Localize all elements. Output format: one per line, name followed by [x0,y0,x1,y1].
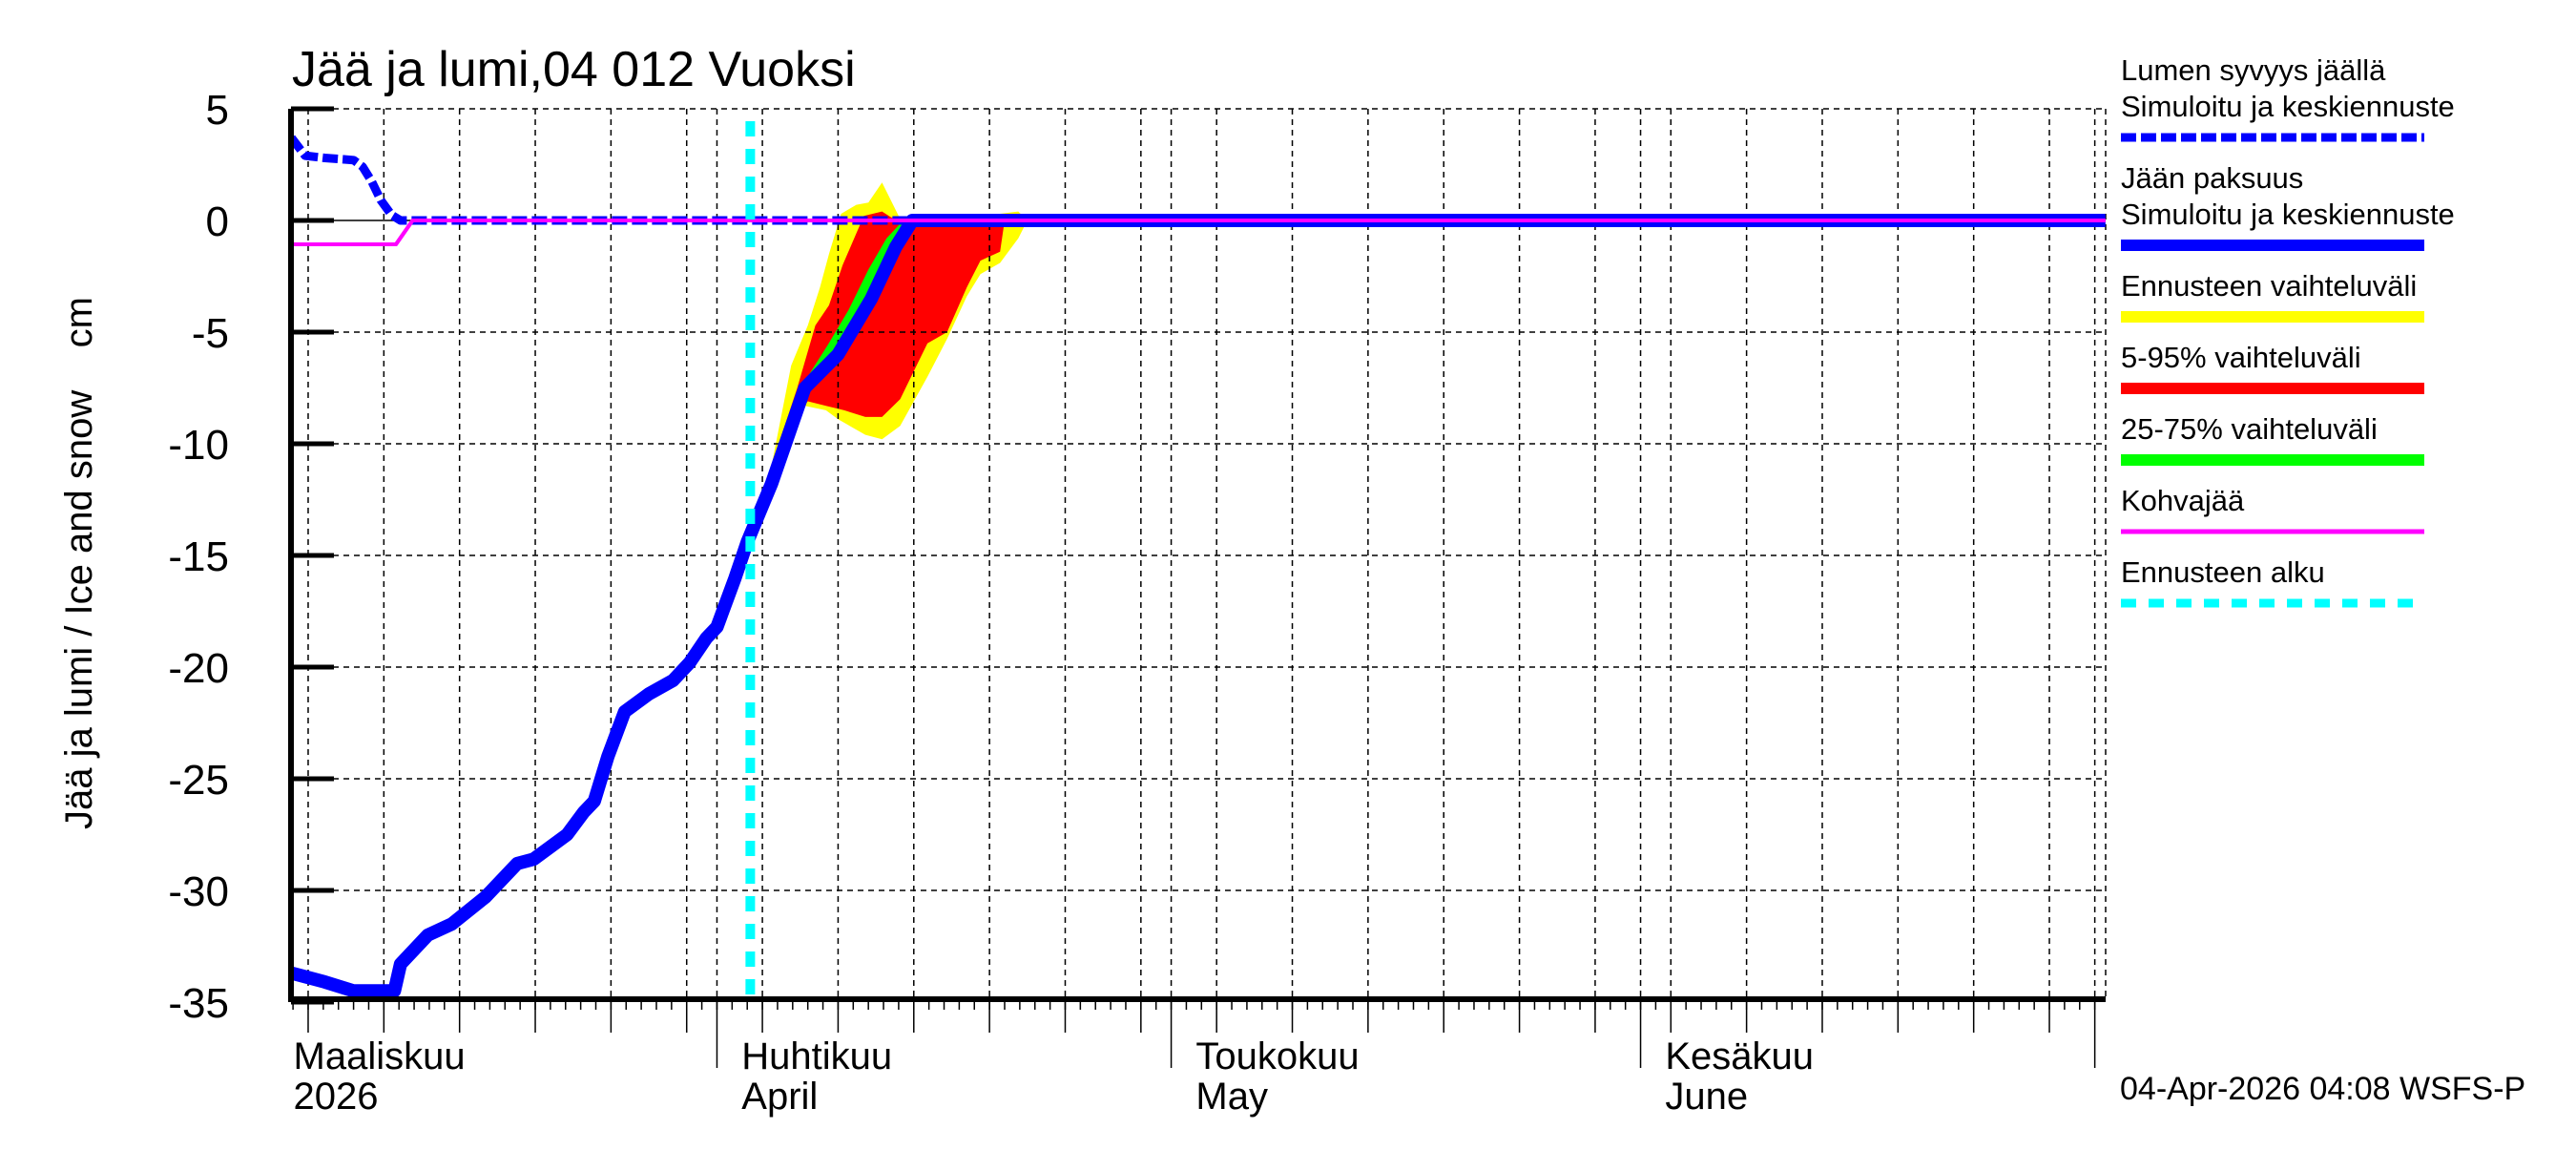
y-axis-label: Jää ja lumi / Ice and snow cm [58,297,100,829]
y-tick-label: -30 [168,868,229,915]
grid [291,108,2107,999]
y-tick-label: -15 [168,533,229,580]
legend-label-sub: Simuloitu ja keskiennuste [2121,90,2455,123]
month-label: Huhtikuu [741,1035,892,1077]
y-tick-label: -25 [168,757,229,804]
month-label-sub: June [1665,1076,1748,1118]
y-tick-label: 5 [206,87,229,134]
y-tick-label: 0 [206,199,229,245]
month-label-sub: April [741,1076,818,1118]
chart-title: Jää ja lumi,04 012 Vuoksi [292,42,856,97]
kohvajaa-line [291,219,2106,247]
band-ff0000 [750,211,1005,542]
month-label: Maaliskuu [294,1035,466,1077]
legend-label: Ennusteen vaihteluväli [2121,269,2417,303]
y-tick-label: -5 [192,310,229,357]
month-label-sub: May [1195,1076,1268,1118]
y-tick-label: -35 [168,980,229,1027]
y-tick-label: -10 [168,422,229,469]
legend-label: 25-75% vaihteluväli [2121,412,2378,446]
legend-label: Ennusteen alku [2121,555,2325,589]
timestamp-footer: 04-Apr-2026 04:08 WSFS-P [2120,1071,2525,1107]
series-line [289,214,2106,998]
month-label-sub: 2026 [294,1076,379,1118]
legend-label: 5-95% vaihteluväli [2121,341,2361,374]
month-label: Kesäkuu [1665,1035,1814,1077]
legend-label-sub: Simuloitu ja keskiennuste [2121,198,2455,231]
month-label: Toukokuu [1195,1035,1359,1077]
y-tick-label: -20 [168,645,229,692]
forecast-bands [750,182,1028,542]
series-lines [287,121,2106,999]
series-line [287,135,2106,225]
legend-label: Jään paksuus [2121,161,2303,195]
legend-label: Lumen syvyys jäällä [2121,53,2386,87]
legend-label: Kohvajää [2121,484,2245,517]
